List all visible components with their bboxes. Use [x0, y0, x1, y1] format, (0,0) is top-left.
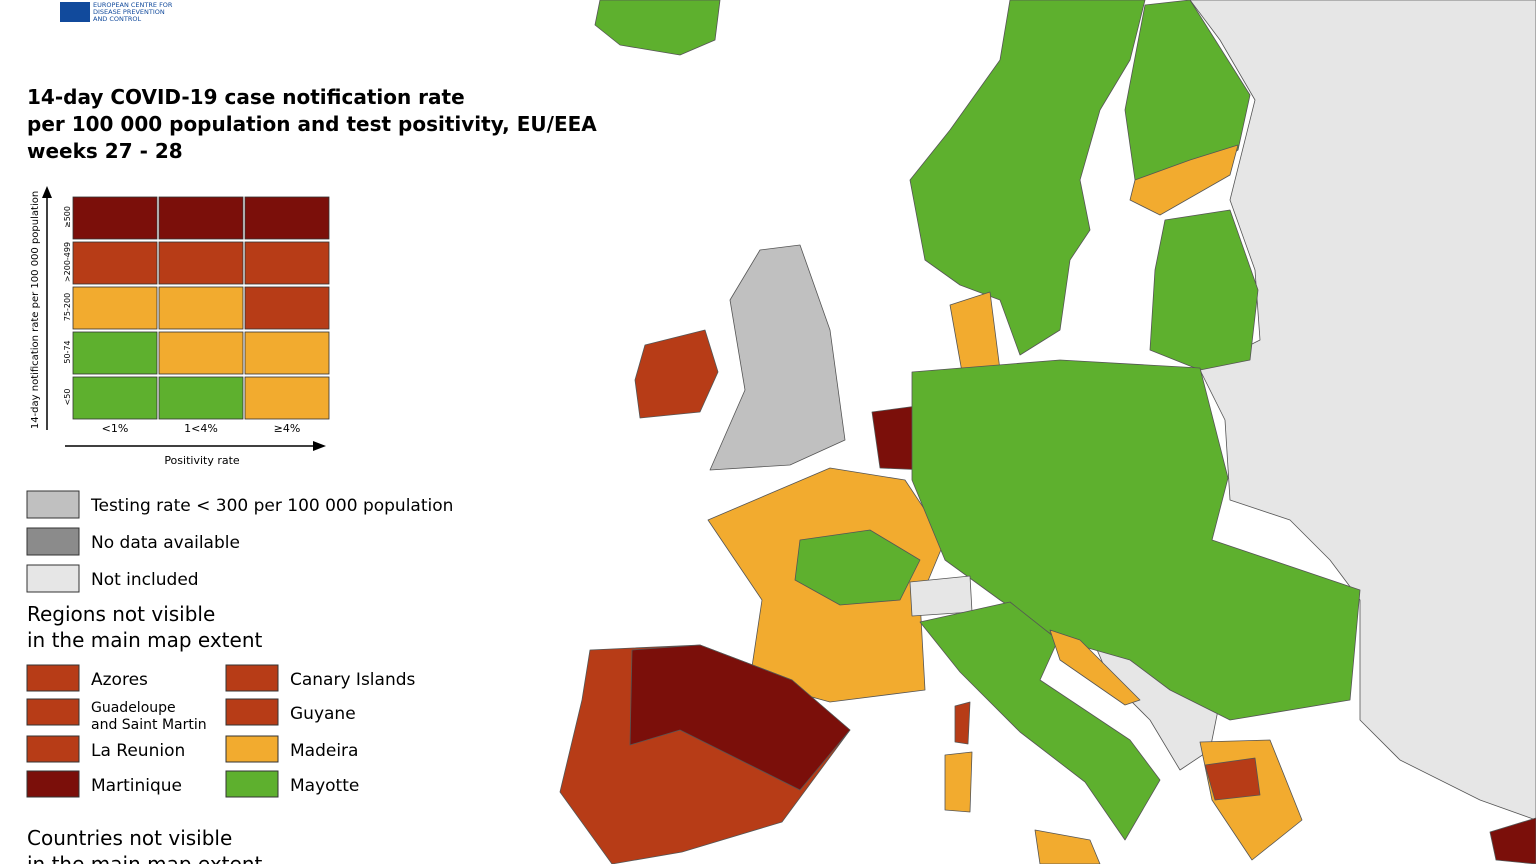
column-label: ≥4%	[274, 422, 301, 435]
not-included-east	[1189, 0, 1536, 821]
legend-label: Testing rate < 300 per 100 000 populatio…	[90, 496, 453, 516]
central-europe	[911, 359, 1361, 721]
countries-heading: in the main map extent	[27, 852, 263, 864]
region-swatch	[225, 735, 279, 763]
matrix-cell	[72, 286, 158, 330]
region-label: Guyane	[290, 704, 356, 724]
matrix-cell	[244, 376, 330, 420]
matrix-cell	[244, 286, 330, 330]
region-label: Mayotte	[290, 776, 359, 796]
countries-heading: Countries not visible	[27, 826, 232, 850]
region-swatch	[225, 770, 279, 798]
italy	[919, 601, 1161, 841]
matrix-cell	[244, 331, 330, 375]
y-arrow-head	[42, 186, 52, 198]
y-axis-label: 14-day notification rate per 100 000 pop…	[30, 191, 41, 429]
map	[559, 0, 1536, 864]
croatia	[1049, 629, 1141, 706]
row-label: 50-74	[63, 340, 72, 363]
cyprus	[1489, 817, 1536, 864]
column-label: 1<4%	[184, 422, 218, 435]
legend-matrix: ≥500 >200-499 75-200 50-74 <50 <1% 1<4% ≥4% 14-d…	[30, 186, 330, 467]
region-swatch	[26, 698, 80, 726]
legend-label: Not included	[91, 570, 199, 590]
logo-flag	[60, 2, 90, 22]
matrix-cell	[158, 241, 244, 285]
matrix-cell	[158, 196, 244, 240]
legend: Testing rate < 300 per 100 000 populatio…	[26, 490, 453, 593]
title-line: per 100 000 population and test positivi…	[27, 112, 597, 136]
x-axis-label: Positivity rate	[164, 454, 240, 467]
legend-swatch	[26, 490, 80, 519]
sicily	[1034, 829, 1101, 864]
region-label: Azores	[91, 670, 148, 690]
legend-label: No data available	[91, 533, 240, 553]
logo-text: EUROPEAN CENTRE FOR	[93, 1, 173, 9]
region-label: Guadeloupe	[91, 700, 176, 716]
x-arrow-head	[313, 441, 326, 451]
matrix-cell	[72, 196, 158, 240]
column-label: <1%	[102, 422, 129, 435]
region-swatch	[26, 664, 80, 692]
region-swatch	[225, 664, 279, 692]
region-swatch	[26, 770, 80, 798]
region-label: Martinique	[91, 776, 182, 796]
region-swatch	[225, 698, 279, 726]
logo-text: DISEASE PREVENTION	[93, 8, 165, 16]
matrix-cell	[158, 286, 244, 330]
matrix-cell	[72, 376, 158, 420]
ireland	[634, 329, 719, 419]
region-label: Madeira	[290, 741, 358, 761]
title-line: 14-day COVID-19 case notification rate	[27, 85, 465, 109]
region-swatch	[26, 735, 80, 763]
spain-east	[629, 644, 851, 791]
baltics	[1149, 209, 1259, 371]
greece-west	[1204, 757, 1261, 801]
matrix-cell	[72, 241, 158, 285]
logo-text: AND CONTROL	[93, 15, 142, 23]
matrix-cell	[72, 331, 158, 375]
regions-heading: in the main map extent	[27, 628, 263, 652]
title-line: weeks 27 - 28	[27, 139, 183, 163]
france-centre	[794, 529, 921, 606]
matrix-cell	[158, 331, 244, 375]
region-label: and Saint Martin	[91, 717, 207, 733]
row-label: ≥500	[63, 206, 72, 228]
matrix-cell	[158, 376, 244, 420]
region-label: La Reunion	[91, 741, 185, 761]
row-label: >200-499	[63, 242, 72, 282]
legend-swatch	[26, 527, 80, 556]
norway-sweden	[909, 0, 1146, 356]
finland-south	[1129, 144, 1239, 216]
iceland	[594, 0, 721, 56]
row-label: <50	[63, 389, 72, 406]
legend-swatch	[26, 564, 80, 593]
countries-legend: Countries not visible in the main map ext…	[27, 826, 263, 864]
regions-heading: Regions not visible	[27, 602, 215, 626]
matrix-cell	[244, 196, 330, 240]
title: 14-day COVID-19 case notification rate pe…	[27, 85, 597, 163]
uk	[709, 244, 846, 471]
row-label: 75-200	[63, 293, 72, 321]
corsica	[954, 701, 971, 745]
region-label: Canary Islands	[290, 670, 416, 690]
switzerland	[909, 575, 973, 617]
sardinia	[944, 751, 973, 813]
matrix-cell	[244, 241, 330, 285]
